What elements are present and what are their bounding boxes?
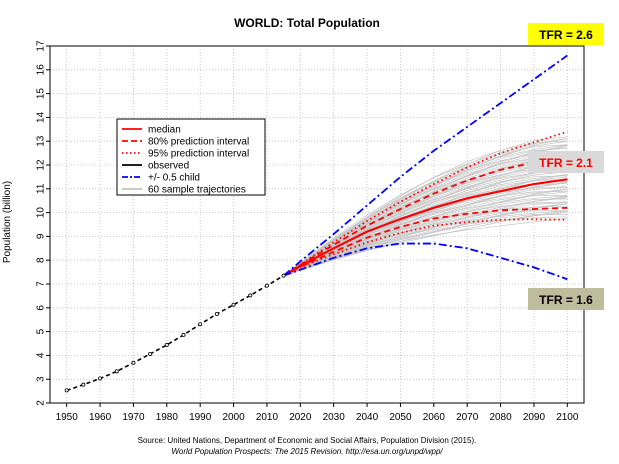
y-tick-label-4: 4 — [36, 352, 47, 358]
observed-marker-1970 — [131, 360, 136, 365]
observed-marker-1985 — [181, 332, 186, 337]
x-tick-label-1950: 1950 — [56, 412, 79, 423]
x-tick-label-2010: 2010 — [256, 412, 279, 423]
x-tick-label-2100: 2100 — [556, 412, 579, 423]
series--0-5-child — [283, 54, 568, 277]
series-80-upper — [283, 154, 568, 277]
y-tick-label-12: 12 — [36, 159, 47, 171]
y-tick-label-9: 9 — [36, 233, 47, 239]
y-tick-label-15: 15 — [36, 88, 47, 100]
sample-trajectory-14 — [283, 198, 568, 276]
observed-marker-1975 — [148, 351, 153, 356]
observed-marker-1955 — [81, 382, 86, 387]
badge-tfr-2-6-background — [528, 23, 604, 45]
badge-tfr-2-6: TFR = 2.6 — [528, 23, 604, 45]
x-tick-label-1980: 1980 — [156, 412, 179, 423]
y-tick-label-11: 11 — [36, 183, 47, 194]
observed-marker-2000 — [231, 302, 236, 307]
source-line-2: World Population Prospects: The 2015 Rev… — [171, 447, 443, 456]
x-tick-label-2080: 2080 — [489, 412, 512, 423]
x-tick-label-1990: 1990 — [189, 412, 212, 423]
x-tick-label-2070: 2070 — [456, 412, 479, 423]
series-observed — [66, 274, 285, 392]
badge-tfr-1-6: TFR = 1.6 — [528, 288, 604, 310]
y-tick-label-6: 6 — [36, 305, 47, 311]
y-tick-label-5: 5 — [36, 328, 47, 334]
legend-label-4: observed — [148, 161, 189, 172]
observed-markers — [64, 273, 286, 393]
x-tick-label-2040: 2040 — [356, 412, 379, 423]
x-tick-label-1960: 1960 — [89, 412, 112, 423]
x-tick-label-2050: 2050 — [389, 412, 412, 423]
y-tick-label-7: 7 — [36, 281, 47, 287]
observed-marker-1960 — [98, 376, 103, 381]
axes: 1950 1960 1970 1980 1990 2000 2010 2020 2030 2040… — [36, 40, 585, 423]
legend-label-6: 60 sample trajectories — [148, 185, 246, 196]
sample-trajectory-52 — [283, 150, 568, 276]
sample-trajectory-51 — [283, 148, 568, 276]
y-tick-label-10: 10 — [36, 207, 47, 219]
observed-marker-1965 — [114, 369, 119, 374]
observed-marker-2015 — [281, 273, 286, 278]
source-line-1: Source: United Nations, Department of Ec… — [138, 436, 477, 445]
series-lines — [66, 54, 568, 392]
series-80-lower — [283, 206, 568, 277]
y-tick-label-14: 14 — [36, 111, 47, 123]
y-tick-label-3: 3 — [36, 376, 47, 382]
x-tick-label-2090: 2090 — [523, 412, 546, 423]
y-axis-label: Population (billion) — [2, 181, 13, 263]
series-95-lower — [283, 218, 568, 277]
observed-marker-2005 — [248, 293, 253, 298]
x-tick-label-2060: 2060 — [423, 412, 446, 423]
legend-label-1: median — [148, 125, 181, 136]
badge-tfr-2-1: TFR = 2.1 — [528, 151, 604, 173]
sample-trajectories — [283, 136, 568, 277]
badge-tfr-2-1-text: TFR = 2.1 — [539, 156, 593, 170]
observed-marker-2010 — [264, 283, 269, 288]
series-median — [283, 178, 568, 277]
series--0-5-child — [283, 242, 568, 281]
observed-marker-1995 — [214, 311, 219, 316]
legend-label-3: 95% prediction interval — [148, 149, 249, 160]
badge-tfr-2-6-text: TFR = 2.6 — [539, 28, 593, 42]
sample-trajectory-3 — [283, 214, 568, 277]
legend-label-5: +/- 0.5 child — [148, 173, 200, 184]
y-tick-label-16: 16 — [36, 64, 47, 76]
x-tick-label-1970: 1970 — [122, 412, 145, 423]
legend-box — [116, 118, 266, 196]
grid-lines — [50, 45, 584, 404]
badge-tfr-1-6-text: TFR = 1.6 — [539, 293, 593, 307]
chart-title: WORLD: Total Population — [234, 16, 380, 30]
x-tick-label-2030: 2030 — [323, 412, 346, 423]
plot-frame — [49, 45, 585, 404]
x-tick-label-2000: 2000 — [222, 412, 245, 423]
observed-marker-1950 — [64, 388, 69, 393]
y-tick-label-17: 17 — [36, 40, 47, 52]
legend-label-2: 80% prediction interval — [148, 137, 249, 148]
observed-marker-1980 — [164, 342, 169, 347]
sample-trajectory-60 — [283, 137, 568, 276]
badge-tfr-2-1-background — [528, 151, 604, 173]
y-tick-label-2: 2 — [36, 400, 47, 406]
y-tick-label-8: 8 — [36, 257, 47, 263]
observed-marker-1990 — [198, 322, 203, 327]
x-tick-label-2020: 2020 — [289, 412, 312, 423]
y-tick-label-13: 13 — [36, 135, 47, 147]
badge-tfr-1-6-background — [528, 288, 604, 310]
